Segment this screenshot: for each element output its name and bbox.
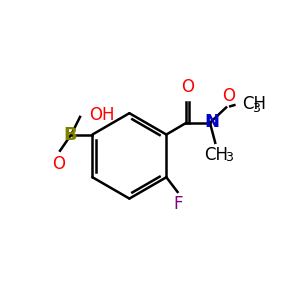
- Text: B: B: [63, 125, 76, 143]
- Text: N: N: [204, 112, 219, 130]
- Text: O: O: [52, 155, 65, 173]
- Text: CH: CH: [242, 95, 266, 113]
- Text: 3: 3: [252, 102, 260, 115]
- Text: CH: CH: [204, 146, 228, 164]
- Text: O: O: [181, 78, 194, 96]
- Text: OH: OH: [89, 106, 115, 124]
- Text: O: O: [222, 87, 235, 105]
- Text: 3: 3: [225, 151, 233, 164]
- Text: F: F: [173, 196, 183, 214]
